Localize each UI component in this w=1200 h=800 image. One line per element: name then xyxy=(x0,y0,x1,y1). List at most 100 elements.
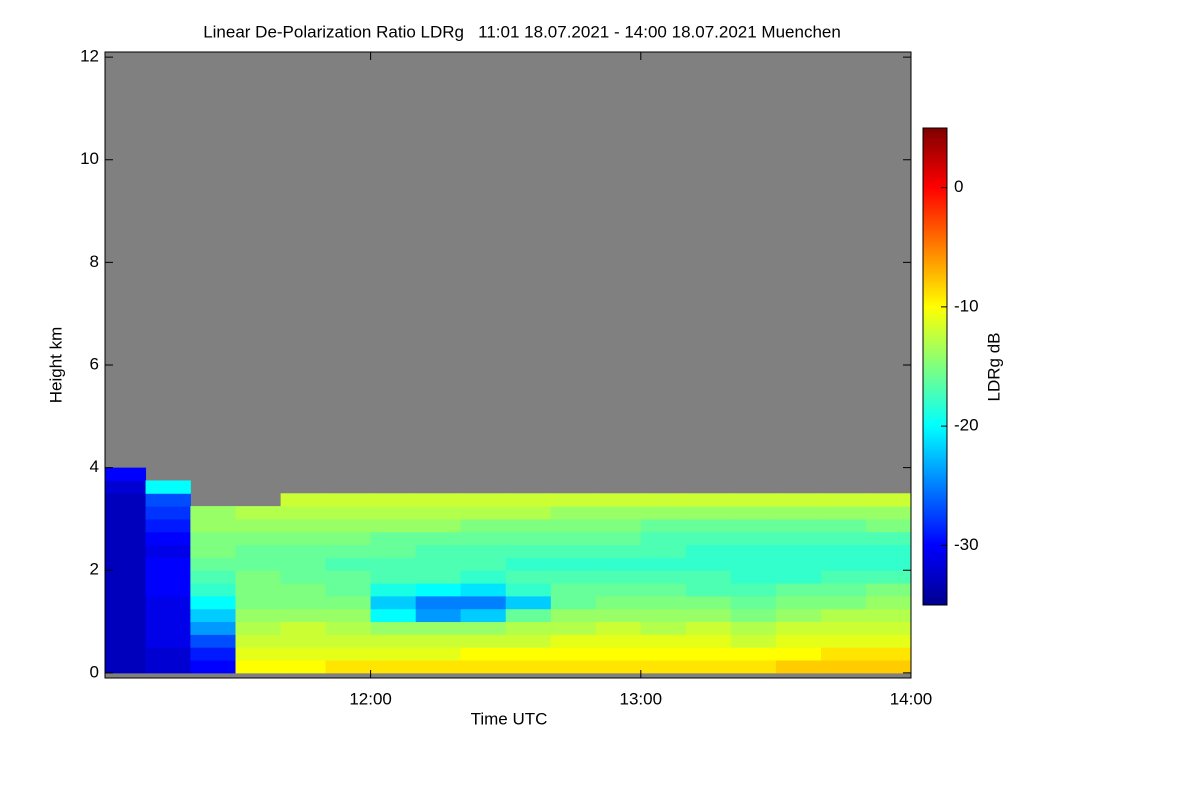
heatmap-cell xyxy=(370,544,417,558)
heatmap-cell xyxy=(415,660,462,674)
heatmap-cell xyxy=(325,608,372,623)
heatmap-cell xyxy=(595,544,642,558)
y-tick-label: 2 xyxy=(90,560,99,579)
heatmap-cell xyxy=(730,531,777,546)
heatmap-cell xyxy=(775,647,822,661)
heatmap-cell xyxy=(190,544,237,558)
heatmap-cell xyxy=(550,647,597,661)
heatmap-cell xyxy=(105,493,147,507)
heatmap-cell xyxy=(190,660,237,674)
heatmap-cell xyxy=(190,570,237,584)
heatmap-cell xyxy=(640,595,687,610)
heatmap-cell xyxy=(190,557,237,571)
heatmap-cell xyxy=(145,480,191,494)
heatmap-cell xyxy=(640,621,687,635)
heatmap-cell xyxy=(730,621,777,635)
heatmap-cell xyxy=(280,595,326,610)
heatmap-cell xyxy=(190,518,237,533)
x-tick-label: 12:00 xyxy=(349,689,392,708)
heatmap-cell xyxy=(370,493,417,507)
heatmap-cell xyxy=(190,621,237,635)
heatmap-cell xyxy=(415,608,462,623)
heatmap-cell xyxy=(821,608,867,623)
heatmap-cell xyxy=(505,647,552,661)
heatmap-cell xyxy=(821,647,867,661)
heatmap-cell xyxy=(190,647,237,661)
heatmap-cell xyxy=(640,570,687,584)
heatmap-cell xyxy=(685,621,732,635)
heatmap-cell xyxy=(505,506,552,520)
heatmap-cell xyxy=(730,660,777,674)
heatmap-cell xyxy=(505,583,552,597)
heatmap-cell xyxy=(325,506,372,520)
y-tick-label: 0 xyxy=(90,662,99,681)
heatmap-cell xyxy=(685,544,732,558)
heatmap-cell xyxy=(370,595,417,610)
heatmap-cell xyxy=(105,544,147,558)
heatmap-cell xyxy=(730,634,777,648)
heatmap-cell xyxy=(370,557,417,571)
heatmap-cell xyxy=(460,493,507,507)
heatmap-cell xyxy=(595,608,642,623)
heatmap-cell xyxy=(865,608,912,623)
heatmap-cell xyxy=(685,660,732,674)
heatmap-cell xyxy=(640,531,687,546)
heatmap-cell xyxy=(865,583,912,597)
heatmap-cell xyxy=(235,660,282,674)
heatmap-cell xyxy=(865,493,912,507)
heatmap-cell xyxy=(145,518,191,533)
heatmap-cell xyxy=(505,660,552,674)
heatmap-cell xyxy=(280,557,326,571)
heatmap-cell xyxy=(460,531,507,546)
heatmap-cell xyxy=(821,660,867,674)
heatmap-cell xyxy=(505,634,552,648)
heatmap-cell xyxy=(460,544,507,558)
heatmap-cell xyxy=(685,493,732,507)
heatmap-cell xyxy=(415,583,462,597)
heatmap-cell xyxy=(145,506,191,520)
heatmap-cell xyxy=(235,531,282,546)
heatmap-cell xyxy=(280,506,326,520)
heatmap-cell xyxy=(505,493,552,507)
heatmap-cell xyxy=(505,531,552,546)
heatmap-cell xyxy=(460,621,507,635)
heatmap-cell xyxy=(190,506,237,520)
heatmap-cell xyxy=(280,518,326,533)
heatmap-cell xyxy=(865,660,912,674)
heatmap-cell xyxy=(190,608,237,623)
heatmap-cell xyxy=(685,595,732,610)
heatmap-cell xyxy=(415,621,462,635)
heatmap-cell xyxy=(105,518,147,533)
heatmap-cell xyxy=(550,583,597,597)
heatmap-cell xyxy=(105,595,147,610)
heatmap-cell xyxy=(685,506,732,520)
heatmap-cell xyxy=(325,531,372,546)
heatmap-cell xyxy=(865,506,912,520)
heatmap-cell xyxy=(595,660,642,674)
heatmap-cell xyxy=(821,557,867,571)
heatmap-cell xyxy=(280,570,326,584)
heatmap-cell xyxy=(415,518,462,533)
heatmap-cell xyxy=(775,531,822,546)
heatmap-cell xyxy=(325,595,372,610)
heatmap-cell xyxy=(235,608,282,623)
heatmap-cell xyxy=(105,480,147,494)
heatmap-cell xyxy=(821,634,867,648)
heatmap-cell xyxy=(640,518,687,533)
heatmap-cell xyxy=(685,583,732,597)
heatmap-cell xyxy=(730,595,777,610)
heatmap-cell xyxy=(550,506,597,520)
heatmap-cell xyxy=(775,570,822,584)
heatmap-cell xyxy=(505,557,552,571)
heatmap-cell xyxy=(145,595,191,610)
heatmap-cell xyxy=(145,531,191,546)
heatmap-cell xyxy=(235,634,282,648)
heatmap-cell xyxy=(550,518,597,533)
heatmap-cell xyxy=(730,506,777,520)
heatmap-cell xyxy=(775,608,822,623)
heatmap-cell xyxy=(105,570,147,584)
heatmap-cell xyxy=(730,493,777,507)
heatmap-cell xyxy=(550,621,597,635)
y-tick-label: 8 xyxy=(90,252,99,271)
heatmap-cell xyxy=(415,570,462,584)
